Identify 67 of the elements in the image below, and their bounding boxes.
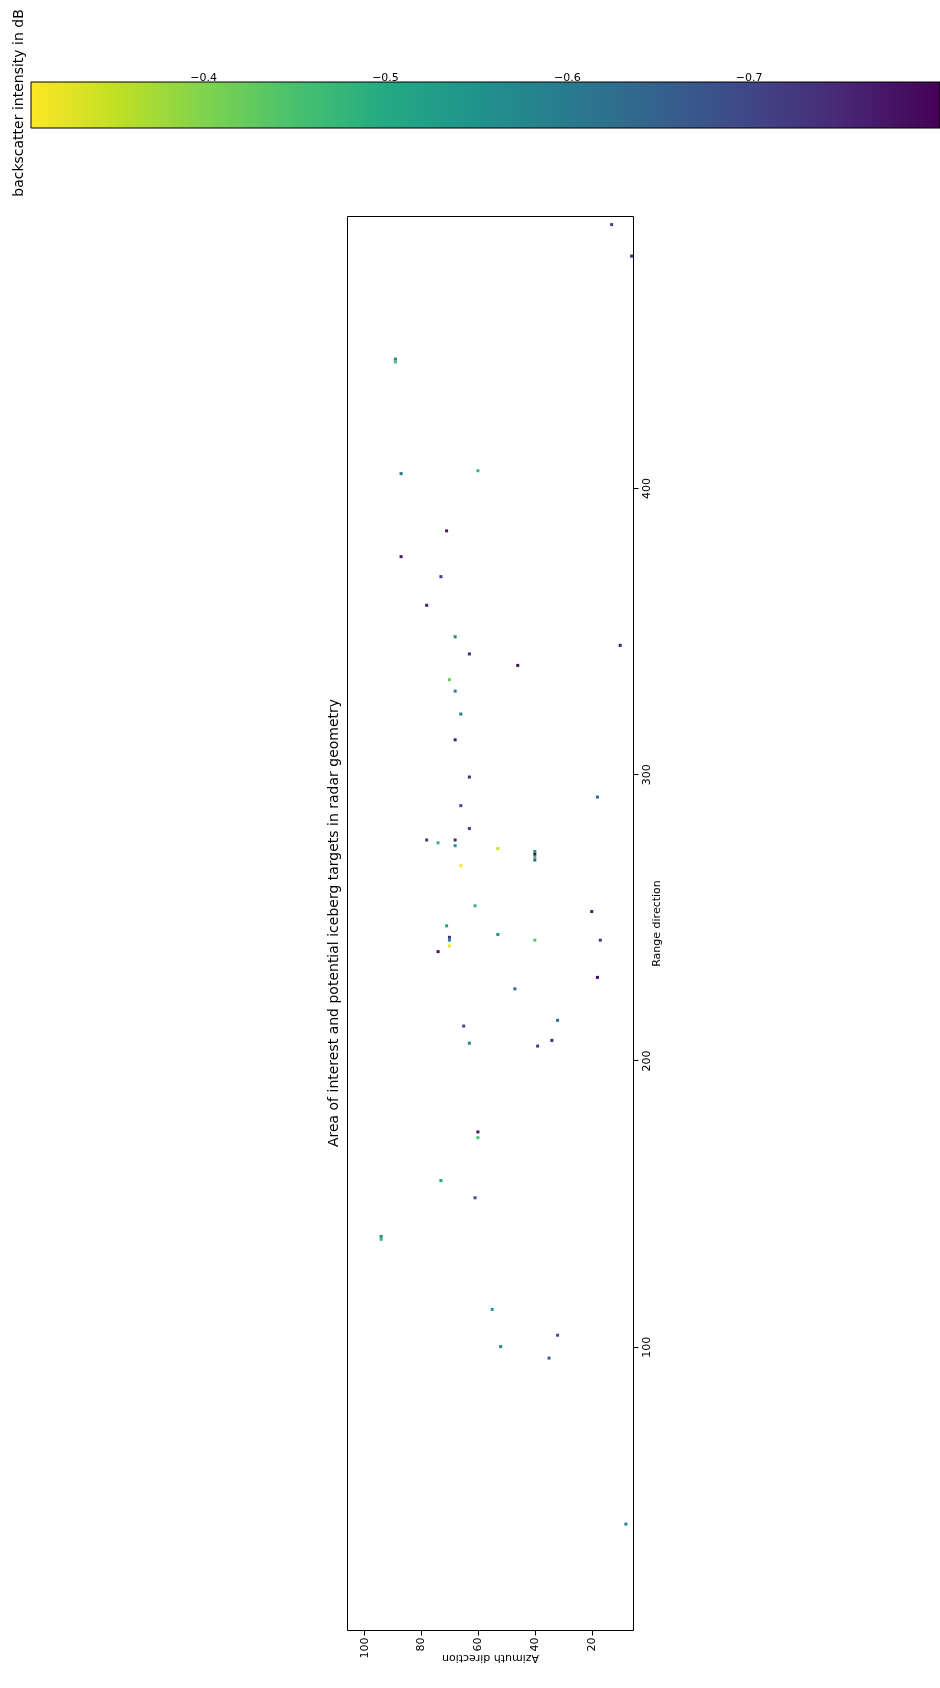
point: [598, 938, 602, 942]
y-tick-label: 400: [639, 477, 653, 499]
point: [476, 1130, 480, 1134]
color-bar-label: −0.4: [190, 71, 218, 84]
point: [453, 844, 457, 848]
color-bar-label: −0.6: [553, 71, 581, 84]
point: [630, 254, 634, 258]
point: [490, 1307, 494, 1311]
point: [496, 847, 500, 851]
point: [425, 603, 429, 607]
point: [536, 1044, 540, 1048]
point: [610, 223, 614, 227]
point: [459, 712, 463, 716]
point: [499, 1345, 503, 1349]
point: [467, 1041, 471, 1045]
point: [425, 838, 429, 842]
point: [556, 1333, 560, 1337]
point: [436, 841, 440, 845]
x-tick-label: 40: [528, 1637, 542, 1652]
x-tick-label: 80: [414, 1637, 428, 1652]
point: [516, 663, 520, 667]
point: [513, 987, 517, 991]
text: Area of interest and potential iceberg targets in radar geometry: [325, 698, 341, 1148]
point: [459, 864, 463, 868]
point: [473, 904, 477, 908]
point: [399, 555, 403, 559]
y-axis-title: Range direction: [649, 880, 663, 967]
x-tick-label: 60: [471, 1637, 485, 1652]
y-tick-label: 200: [639, 1050, 653, 1072]
point: [447, 944, 451, 948]
point: [467, 775, 471, 779]
point: [547, 1356, 551, 1360]
color-bar-title: backscatter intensity in dB: [10, 9, 26, 197]
point: [467, 827, 471, 831]
y-tick-label: 300: [639, 764, 653, 786]
color-bar-label: −0.5: [372, 71, 399, 84]
point: [590, 910, 594, 914]
point: [453, 738, 457, 742]
point: [436, 950, 440, 954]
point: [447, 678, 451, 682]
point: [439, 1179, 443, 1183]
point: [533, 938, 537, 942]
point: [399, 472, 403, 476]
point: [595, 795, 599, 799]
point: [473, 1196, 477, 1200]
point: [496, 932, 500, 936]
x-tick-label: 20: [585, 1637, 599, 1652]
point: [462, 1024, 466, 1028]
point: [445, 529, 449, 533]
color-bar-label: −0.7: [735, 71, 763, 84]
point: [618, 643, 622, 647]
point: [550, 1038, 554, 1042]
y-tick-label: 100: [639, 1336, 653, 1358]
point: [467, 652, 471, 656]
point: [476, 469, 480, 473]
x-tick-label: 100: [357, 1637, 371, 1659]
point: [595, 975, 599, 979]
point: [459, 804, 463, 808]
x-axis-title: Azimuth direction: [441, 1652, 540, 1666]
point: [439, 575, 443, 579]
point: [556, 1018, 560, 1022]
point: [624, 1522, 628, 1526]
point: [453, 689, 457, 693]
point: [445, 924, 449, 928]
point: [476, 1136, 480, 1140]
point: [453, 838, 457, 842]
point: [453, 635, 457, 639]
